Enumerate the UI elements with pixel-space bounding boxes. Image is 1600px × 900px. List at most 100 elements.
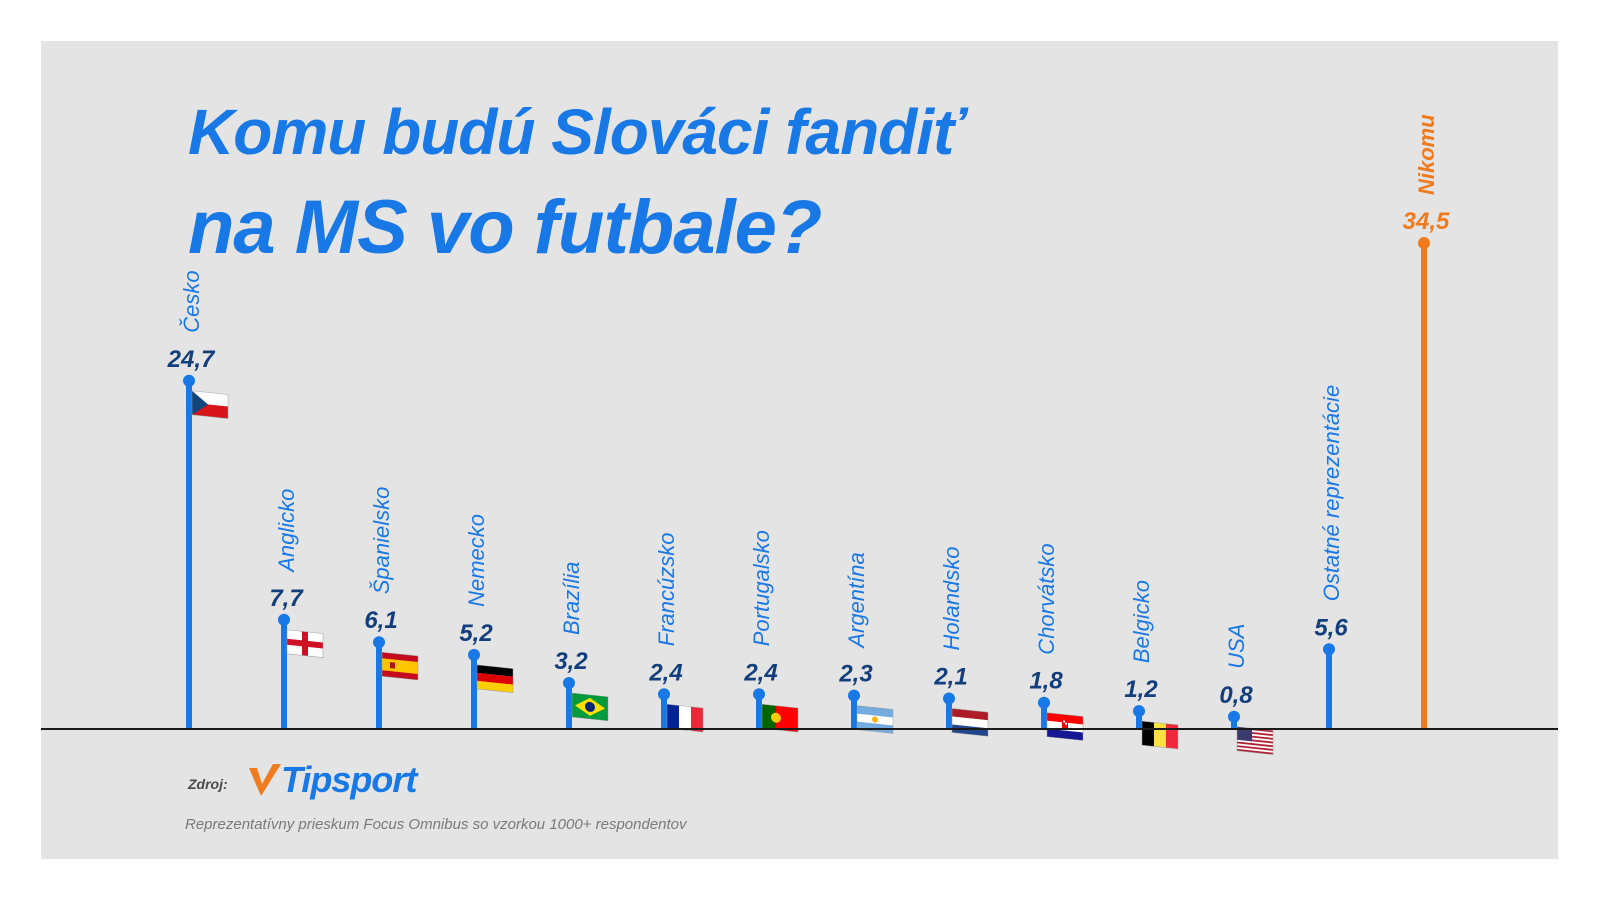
value-label: 2,1: [933, 663, 967, 690]
flag-stripe: [1065, 722, 1067, 725]
flag-outline: [1141, 720, 1179, 750]
bar-knob: [658, 688, 670, 701]
bar-group: 3,2 Brazília: [554, 562, 609, 728]
flag-stripe: [382, 658, 418, 675]
belgium-flag-icon: [1141, 720, 1179, 750]
tipsport-wordmark: Tipsport: [281, 759, 417, 800]
source-label: Zdroj:: [188, 776, 228, 792]
category-label: Belgicko: [1129, 580, 1154, 663]
bar-knob: [373, 636, 385, 649]
flag-stripe: [585, 701, 595, 712]
argentina-flag-icon: [856, 705, 894, 734]
flag-outline: [286, 629, 324, 658]
category-label: Holandsko: [939, 547, 964, 651]
flag-stripe: [477, 672, 513, 685]
bar-group: 0,8 USA: [1219, 624, 1274, 755]
flag-stripe: [679, 705, 691, 731]
category-label: Portugalsko: [749, 530, 774, 646]
flag-outline: [856, 705, 894, 734]
portugal-flag-icon: [761, 703, 799, 733]
footnote: Reprezentatívny prieskum Focus Omnibus s…: [185, 816, 687, 833]
flag-stripe: [667, 704, 679, 730]
bar-knob: [468, 648, 480, 661]
england-flag-icon: [286, 629, 324, 658]
value-label: 6,1: [364, 607, 397, 634]
flag-stripe: [1166, 723, 1178, 749]
flag-outline: [476, 664, 514, 693]
flag-outline: [191, 390, 229, 419]
value-label: 2,3: [838, 661, 873, 688]
flag-stripe: [762, 704, 776, 730]
flag-outline: [571, 692, 609, 722]
flag-stripe: [872, 716, 878, 723]
czech-flag-icon: [191, 390, 229, 419]
category-label: Chorvátsko: [1034, 543, 1059, 654]
bar-group: 24,7 Česko: [167, 270, 229, 728]
bar-knob: [943, 692, 955, 705]
flag-outline: [381, 651, 419, 681]
category-label: Česko: [179, 270, 204, 332]
category-label: Francúzsko: [654, 533, 679, 647]
bar-group: 2,1 Holandsko: [933, 547, 989, 737]
flag-stripe: [952, 716, 988, 729]
bar-group: 2,3 Argentína: [838, 552, 894, 734]
flag-stripe: [1237, 745, 1273, 751]
bar-knob: [278, 613, 290, 626]
bar-knob: [1418, 237, 1430, 249]
value-label: 2,4: [743, 659, 777, 686]
category-label: USA: [1224, 624, 1249, 669]
flag-stripe: [691, 706, 703, 733]
flag-stripe: [390, 662, 395, 669]
flag-stripe: [771, 712, 781, 723]
bar-group: 5,6 Ostatné reprezentácie: [1314, 385, 1348, 728]
chart-title-line2: na MS vo futbale?: [188, 185, 822, 270]
spain-flag-icon: [381, 651, 419, 681]
flag-stripe: [776, 705, 798, 733]
netherlands-flag-icon: [951, 708, 989, 737]
infographic-panel: [41, 41, 1558, 859]
category-label: Nikomu: [1414, 114, 1439, 195]
value-label: 5,6: [1314, 614, 1348, 641]
bar-knob: [848, 689, 860, 702]
bar-group: 34,5 Nikomu: [1403, 114, 1450, 728]
bar-group: 2,4 Portugalsko: [743, 530, 799, 733]
flag-stripe: [1237, 726, 1252, 742]
flag-stripe: [192, 390, 208, 415]
flag-stripe: [1237, 748, 1273, 755]
flag-stripe: [1063, 720, 1065, 723]
flag-stripe: [1237, 741, 1273, 748]
flag-stripe: [287, 638, 323, 649]
bar-knob: [1133, 705, 1145, 718]
category-label: Argentína: [844, 552, 869, 649]
bar-group: 1,8 Chorvátsko: [1029, 543, 1084, 741]
flag-outline: [951, 708, 989, 737]
tipsport-logo: [249, 764, 281, 796]
usa-flag-icon: [1236, 726, 1274, 755]
chart-title-line1: Komu budú Slováci fandiť: [188, 96, 964, 168]
category-label: Brazília: [559, 562, 584, 635]
bar-knob: [183, 374, 195, 387]
category-label: Ostatné reprezentácie: [1319, 385, 1344, 601]
bar-group: 7,7 Anglicko: [269, 489, 324, 728]
value-label: 24,7: [167, 346, 216, 373]
flag-stripe: [1142, 721, 1154, 747]
bar-group: 1,2 Belgicko: [1124, 580, 1179, 750]
value-label: 7,7: [269, 585, 304, 612]
bar-knob: [1323, 643, 1335, 656]
bar-group: 5,2 Nemecko: [459, 514, 514, 728]
bar-knob: [1038, 696, 1050, 709]
category-label: Anglicko: [274, 489, 299, 574]
value-label: 1,2: [1124, 676, 1158, 703]
croatia-flag-icon: [1046, 712, 1084, 741]
category-label: Nemecko: [464, 514, 489, 607]
bar-knob: [1228, 710, 1240, 723]
bar-group: 6,1 Španielsko: [364, 487, 419, 728]
value-label: 3,2: [554, 648, 588, 675]
tipsport-check-icon: [249, 764, 281, 796]
flag-outline: [761, 703, 799, 733]
value-label: 0,8: [1219, 682, 1253, 709]
bar-knob: [753, 688, 765, 701]
brazil-flag-icon: [571, 692, 609, 722]
flag-outline: [666, 703, 704, 733]
